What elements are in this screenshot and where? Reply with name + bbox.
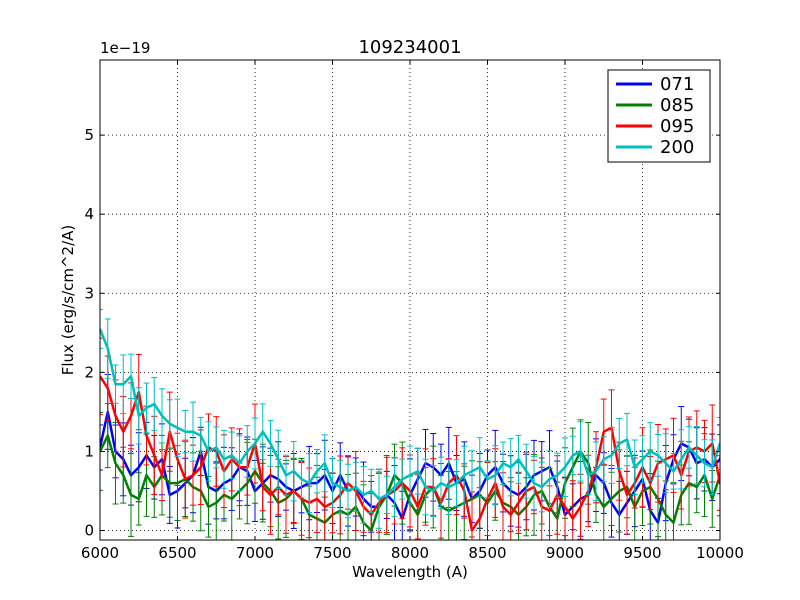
legend-entry-085: 085 [616, 95, 694, 116]
x-tick-label: 8000 [391, 544, 429, 562]
x-tick-label: 7000 [236, 544, 274, 562]
y-tick-label: 4 [84, 205, 94, 223]
x-tick-label: 9500 [623, 544, 661, 562]
legend-entry-071: 071 [616, 74, 694, 95]
x-tick-label: 10000 [696, 544, 744, 562]
line-095 [100, 375, 720, 532]
line-200 [100, 328, 720, 501]
y-tick-label: 5 [84, 126, 94, 144]
series-200 [100, 308, 720, 529]
ticks: 6000 6500 7000 7500 8000 8500 9000 9500 10000 0 1 2… [81, 60, 744, 562]
x-tick-label: 9000 [546, 544, 584, 562]
y-axis-label: Flux (erg/s/cm^2/A) [59, 225, 77, 376]
legend: 071 085 095 200 [607, 69, 711, 163]
x-tick-label: 8500 [468, 544, 506, 562]
series-layer [100, 308, 720, 540]
x-tick-label: 7500 [313, 544, 351, 562]
legend-label-071: 071 [660, 74, 694, 95]
chart-title: 109234001 [358, 37, 461, 58]
y-tick-label: 0 [84, 522, 94, 540]
y-tick-label: 1 [84, 442, 94, 460]
x-tick-label: 6000 [81, 544, 119, 562]
legend-entry-095: 095 [616, 116, 694, 137]
x-axis-label: Wavelength (A) [352, 563, 468, 581]
x-tick-label: 6500 [158, 544, 196, 562]
y-scale-label: 1e−19 [100, 39, 150, 57]
legend-label-095: 095 [660, 116, 694, 137]
legend-label-200: 200 [660, 137, 694, 158]
y-tick-label: 2 [84, 363, 94, 381]
legend-label-085: 085 [660, 95, 694, 116]
legend-entry-200: 200 [616, 137, 694, 158]
y-tick-label: 3 [84, 284, 94, 302]
